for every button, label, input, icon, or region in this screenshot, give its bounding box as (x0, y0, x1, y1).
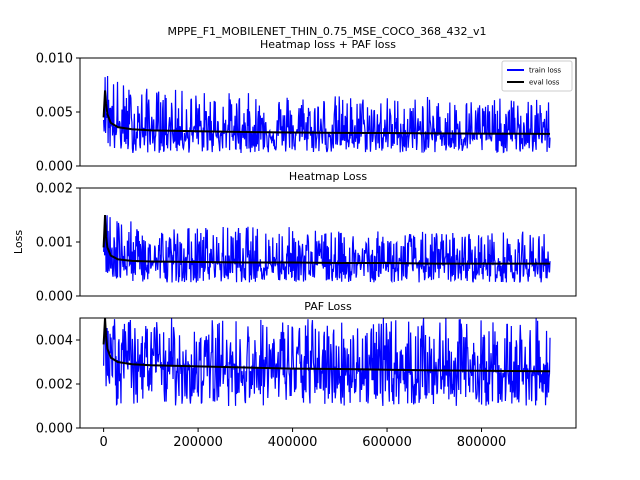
eval-loss-line (102, 214, 551, 265)
y-tick-label: 0.000 (36, 160, 73, 175)
legend-label: train loss (529, 67, 561, 75)
x-tick-label: 200000 (173, 435, 223, 450)
subplots: Heatmap loss + PAF loss 0.000 0.005 0.010 tr… (36, 38, 577, 450)
subplot-title: Heatmap Loss (289, 170, 367, 183)
y-tick-label: 0.005 (36, 106, 73, 121)
legend: train loss eval loss (501, 60, 573, 92)
y-tick-label: 0.001 (36, 236, 73, 251)
train-loss-line (103, 75, 551, 154)
train-loss-line (103, 215, 551, 284)
x-tick-label: 600000 (362, 435, 412, 450)
x-tick-label: 400000 (268, 435, 318, 450)
y-tick-label: 0.002 (36, 182, 73, 197)
y-tick-label: 0.000 (36, 290, 73, 305)
figure-title: MPPE_F1_MOBILENET_THIN_0.75_MSE_COCO_368… (167, 25, 486, 38)
legend-label: eval loss (529, 79, 560, 87)
subplot-title: Heatmap loss + PAF loss (260, 38, 396, 51)
axes-frame (79, 317, 577, 429)
x-tick-label: 800000 (457, 435, 507, 450)
y-tick-label: 0.004 (36, 334, 73, 349)
legend-box (501, 60, 573, 92)
subplot-3: PAF Loss 0.000 0.002 0.004 0 200000 400000 6000… (36, 300, 577, 450)
figure-y-axis-label: Loss (12, 230, 25, 254)
eval-loss-line (102, 90, 551, 135)
eval-loss-line (102, 318, 551, 373)
x-tick-label: 0 (99, 435, 107, 450)
y-tick-label: 0.000 (36, 422, 73, 437)
subplot-2: Heatmap Loss 0.000 0.001 0.002 (36, 170, 577, 305)
train-loss-line (103, 318, 551, 407)
subplot-title: PAF Loss (304, 300, 352, 313)
y-tick-label: 0.010 (36, 52, 73, 67)
y-tick-label: 0.002 (36, 378, 73, 393)
subplot-1: Heatmap loss + PAF loss 0.000 0.005 0.010 tr… (36, 38, 577, 175)
